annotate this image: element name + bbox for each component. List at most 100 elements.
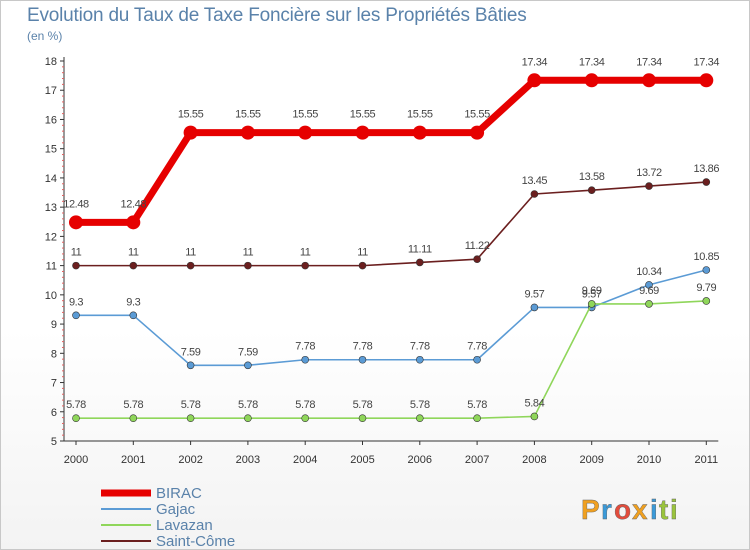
data-label: 17.34	[522, 56, 548, 68]
data-label: 12.48	[121, 198, 147, 210]
data-point-Saint-Côme	[473, 255, 481, 263]
data-point-Saint-Côme	[129, 261, 138, 270]
series-line-Gajac	[76, 269, 707, 367]
data-label: 5.78	[295, 399, 315, 411]
x-tick-label: 2003	[236, 454, 260, 466]
data-label: 7.78	[467, 341, 487, 353]
data-label: 11.11	[408, 243, 432, 255]
data-label: 9.69	[639, 285, 659, 297]
data-point-Lavazan	[415, 414, 424, 423]
data-label: 13.45	[522, 175, 548, 187]
data-label: 5.78	[467, 399, 487, 411]
data-point-Gajac	[645, 281, 653, 289]
y-tick-label: 5	[51, 436, 57, 448]
data-point-Gajac	[358, 355, 367, 364]
y-tick-label: 13	[45, 202, 57, 214]
data-point-Saint-Côme	[587, 186, 596, 194]
data-label: 11	[71, 247, 82, 259]
data-label: 9.69	[582, 285, 602, 297]
series-line-BIRAC	[76, 76, 707, 226]
x-tick-label: 2006	[408, 454, 432, 466]
y-tick-label: 9	[51, 319, 57, 331]
data-label: 10.34	[636, 266, 662, 278]
data-point-Gajac	[129, 311, 138, 320]
series-line-Saint-Côme	[76, 181, 707, 267]
y-tick-label: 10	[45, 290, 57, 302]
data-point-Saint-Côme	[415, 258, 424, 267]
y-tick-label: 16	[45, 114, 57, 126]
y-tick-label: 14	[45, 173, 57, 185]
data-label: 17.34	[636, 56, 662, 68]
data-point-BIRAC	[183, 125, 198, 140]
data-label: 5.78	[181, 399, 201, 411]
legend-label: Saint-Côme	[156, 533, 235, 549]
data-label: 15.55	[464, 109, 490, 121]
data-label: 15.55	[178, 109, 204, 121]
data-point-BIRAC	[527, 73, 542, 88]
data-label: 13.86	[694, 163, 720, 175]
y-tick-label: 17	[45, 85, 57, 97]
y-tick-label: 6	[51, 407, 57, 419]
data-label: 13.58	[579, 171, 605, 183]
data-label: 11.22	[465, 240, 490, 252]
data-label: 17.34	[694, 56, 720, 68]
data-point-Gajac	[530, 303, 539, 312]
data-label: 9.3	[126, 296, 140, 308]
data-point-Lavazan	[72, 414, 80, 423]
data-label: 5.78	[353, 399, 373, 411]
data-label: 10.85	[694, 251, 720, 263]
chart-title: Evolution du Taux de Taxe Foncière sur l…	[27, 5, 527, 26]
y-tick-label: 8	[51, 348, 57, 360]
data-point-Lavazan	[301, 414, 310, 423]
data-point-Saint-Côme	[244, 261, 252, 270]
data-point-Lavazan	[702, 297, 711, 305]
data-point-BIRAC	[240, 125, 255, 140]
y-tick-label: 15	[45, 144, 57, 156]
x-tick-label: 2008	[522, 454, 546, 466]
data-point-Lavazan	[186, 414, 195, 423]
data-point-Gajac	[72, 311, 80, 320]
logo-letter: P	[581, 494, 600, 525]
data-point-BIRAC	[355, 125, 370, 140]
legend-label: BIRAC	[156, 485, 202, 502]
data-point-Lavazan	[358, 414, 367, 423]
x-tick-label: 2004	[293, 454, 317, 466]
x-tick-label: 2002	[178, 454, 202, 466]
x-tick-label: 2011	[694, 454, 718, 466]
data-label: 7.59	[181, 346, 201, 358]
data-label: 9.3	[69, 296, 83, 308]
data-label: 15.55	[407, 109, 433, 121]
data-point-Gajac	[415, 355, 424, 364]
data-label: 7.78	[410, 341, 430, 353]
logo-letter: i	[650, 494, 658, 525]
data-label: 9.79	[696, 282, 716, 294]
data-point-Saint-Côme	[186, 261, 195, 270]
data-label: 11	[243, 247, 254, 259]
x-tick-label: 2010	[637, 454, 661, 466]
data-label: 7.59	[238, 346, 258, 358]
data-point-Gajac	[702, 266, 711, 274]
logo-letter: t	[659, 494, 668, 525]
y-tick-label: 12	[45, 231, 57, 243]
x-tick-label: 2001	[121, 454, 145, 466]
data-label: 11	[300, 247, 311, 259]
data-label: 9.57	[582, 288, 602, 300]
data-point-BIRAC	[699, 73, 714, 88]
data-label: 11	[357, 247, 368, 259]
data-point-Lavazan	[244, 414, 252, 423]
data-point-Lavazan	[530, 412, 539, 421]
data-label: 15.55	[292, 109, 318, 121]
data-point-Lavazan	[473, 414, 481, 423]
logo-letter: r	[601, 494, 612, 525]
data-point-Saint-Côme	[358, 261, 367, 270]
data-label: 15.55	[235, 109, 261, 121]
data-point-BIRAC	[298, 125, 313, 140]
data-label: 11	[128, 247, 139, 259]
data-label: 5.84	[524, 397, 544, 409]
data-label: 7.78	[353, 341, 373, 353]
x-tick-label: 2005	[350, 454, 374, 466]
data-label: 12.48	[63, 198, 89, 210]
legend-label: Gajac	[156, 501, 196, 518]
data-point-BIRAC	[642, 73, 656, 88]
